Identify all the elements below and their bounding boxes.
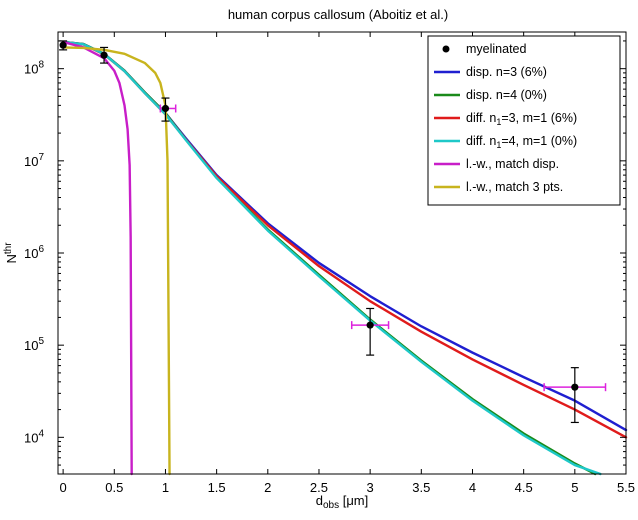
x-axis-label: dobs [μm] [316, 493, 369, 511]
series-line-diff-n1-4-m-1-0 [61, 40, 602, 476]
legend-label: myelinated [466, 42, 526, 56]
axes: 0 0.5 1 1.5 2 2.5 3 3.5 4 4.5 5 5.5 104 105 106 107 108 [24, 31, 635, 495]
legend-entry: diff. n1=3, m=1 (6%) [434, 111, 577, 127]
x-tick-label: 3 [367, 480, 374, 495]
x-tick-label: 1 [162, 480, 169, 495]
data-point-marker [366, 321, 374, 329]
x-tick-label: 1.5 [208, 480, 226, 495]
legend-label: l.-w., match 3 pts. [466, 180, 563, 194]
data-point-marker [100, 51, 108, 59]
series-line-l-w-match-disp [61, 40, 133, 476]
series-line-l-w-match-3-pts [61, 46, 171, 476]
legend-entry: l.-w., match disp. [434, 157, 559, 171]
y-tick-label: 107 [24, 152, 44, 169]
legend-label: diff. n1=3, m=1 (6%) [466, 111, 577, 127]
y-tick-label: 106 [24, 244, 44, 261]
data-point-2 [100, 46, 109, 64]
x-tick-label: 2.5 [310, 480, 328, 495]
legend-entry: myelinated [442, 42, 526, 56]
data-point-marker [571, 383, 579, 391]
x-tick-label: 3.5 [412, 480, 430, 495]
chart-title: human corpus callosum (Aboitiz et al.) [228, 7, 448, 22]
legend-label: disp. n=3 (6%) [466, 65, 547, 79]
y-tick-label: 108 [24, 60, 44, 77]
y-tick-label: 104 [24, 428, 44, 445]
data-point-5 [543, 367, 607, 424]
legend: myelinated disp. n=3 (6%) disp. n=4 (0%) di… [427, 35, 621, 206]
x-tick-label: 4.5 [515, 480, 533, 495]
x-tick-label: 5 [571, 480, 578, 495]
y-axis-label: Nthr [3, 242, 19, 264]
legend-entry: l.-w., match 3 pts. [434, 180, 563, 194]
legend-label: diff. n1=4, m=1 (0%) [466, 134, 577, 150]
legend-label: l.-w., match disp. [466, 157, 559, 171]
legend-marker [442, 45, 450, 53]
legend-label: disp. n=4 (0%) [466, 88, 547, 102]
data-point-marker [59, 41, 67, 49]
x-tick-label: 2 [264, 480, 271, 495]
legend-entry: diff. n1=4, m=1 (0%) [434, 134, 577, 150]
x-tick-label: 0.5 [105, 480, 123, 495]
data-point-3 [159, 97, 177, 122]
data-point-4 [350, 307, 390, 356]
x-tick-label: 5.5 [617, 480, 635, 495]
legend-entry: disp. n=4 (0%) [434, 88, 547, 102]
legend-entry: disp. n=3 (6%) [434, 65, 547, 79]
y-tick-label: 105 [24, 336, 44, 353]
x-tick-label: 0 [59, 480, 66, 495]
series-layer [61, 40, 628, 476]
data-point-marker [161, 104, 170, 113]
legend-box [427, 35, 621, 206]
x-tick-label: 4 [469, 480, 476, 495]
